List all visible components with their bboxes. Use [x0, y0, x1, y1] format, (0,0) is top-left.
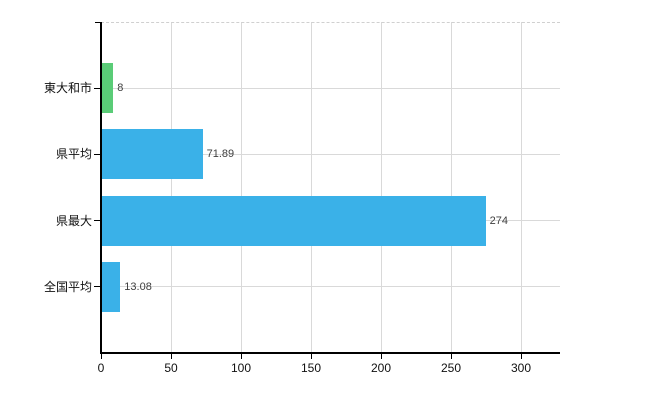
category-label: 東大和市 — [43, 81, 92, 96]
gridline-horizontal — [101, 87, 560, 89]
bar-value-label: 13.08 — [124, 280, 152, 293]
bar-2 — [102, 129, 203, 180]
y-axis-tick — [94, 286, 101, 288]
plot-top-border — [101, 22, 560, 23]
x-axis-tick — [381, 354, 382, 359]
gridline-vertical — [240, 22, 242, 353]
x-axis-line — [100, 352, 560, 354]
x-axis-tick — [241, 354, 242, 359]
x-tick-label: 0 — [97, 361, 105, 375]
gridline-vertical — [310, 22, 312, 353]
gridline-horizontal — [101, 286, 560, 288]
bar-4 — [102, 261, 121, 312]
bar-3 — [102, 195, 486, 246]
x-tick-label: 250 — [440, 361, 462, 375]
x-axis-tick — [521, 354, 522, 359]
y-axis-tick — [94, 87, 101, 89]
x-tick-label: 50 — [164, 361, 178, 375]
gridline-horizontal — [101, 153, 560, 155]
bar-1 — [102, 63, 114, 114]
gridline-vertical — [520, 22, 522, 353]
x-axis-tick — [101, 354, 102, 359]
x-tick-label: 100 — [230, 361, 252, 375]
x-axis-tick — [311, 354, 312, 359]
y-axis-tick — [94, 153, 101, 155]
bar-value-label: 8 — [117, 82, 124, 95]
x-tick-label: 300 — [510, 361, 532, 375]
category-label: 県平均 — [55, 147, 92, 162]
y-axis-line — [100, 22, 102, 354]
category-label: 県最大 — [55, 213, 92, 228]
bar-value-label: 71.89 — [206, 148, 235, 161]
category-label: 全国平均 — [43, 279, 92, 294]
bar-value-label: 274 — [489, 214, 508, 227]
x-axis-tick — [451, 354, 452, 359]
gridline-vertical — [380, 22, 382, 353]
gridline-vertical — [170, 22, 172, 353]
gridline-vertical — [450, 22, 452, 353]
x-tick-label: 150 — [300, 361, 322, 375]
x-axis-tick — [171, 354, 172, 359]
y-axis-top-tick — [95, 22, 101, 23]
x-tick-label: 200 — [370, 361, 392, 375]
y-axis-tick — [94, 220, 101, 222]
